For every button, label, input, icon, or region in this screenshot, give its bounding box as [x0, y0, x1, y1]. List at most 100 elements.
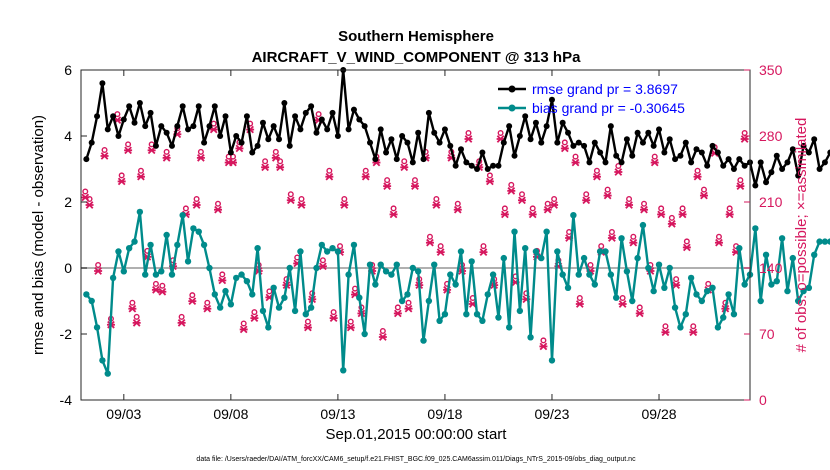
rmse-point — [399, 133, 406, 139]
chart-title: Southern Hemisphere — [338, 28, 494, 45]
rmse-point — [666, 136, 673, 143]
obs-possible-marker — [636, 304, 643, 311]
rmse-point — [468, 162, 475, 169]
obs-assimilated-marker — [725, 210, 734, 219]
bias-point — [431, 261, 438, 268]
obs-possible-marker — [690, 323, 697, 330]
obs-assimilated-marker — [560, 144, 569, 153]
rmse-point — [270, 123, 277, 130]
rmse-point — [586, 159, 593, 166]
rmse-point — [249, 149, 256, 156]
bias-point — [259, 307, 267, 315]
obs-assimilated-marker — [550, 201, 559, 209]
bias-point — [538, 254, 545, 262]
bias-point — [222, 287, 229, 295]
obs-possible-marker — [454, 200, 461, 207]
obs-possible-marker — [705, 280, 712, 287]
rmse-point — [372, 156, 379, 163]
rmse-point — [147, 109, 154, 116]
rmse-point — [565, 129, 572, 136]
obs-assimilated-marker — [250, 314, 259, 322]
obs-assimilated-marker — [297, 201, 306, 209]
rmse-point — [238, 139, 245, 146]
obs-assimilated-marker — [124, 146, 133, 155]
bias-point — [345, 271, 352, 278]
obs-possible-marker — [486, 172, 493, 179]
obs-assimilated-marker — [571, 158, 580, 167]
rmse-point — [597, 149, 604, 156]
bias-point — [682, 311, 689, 318]
obs-possible-marker — [390, 205, 397, 212]
obs-assimilated-marker — [539, 342, 548, 351]
rmse-point — [779, 166, 786, 172]
bias-point — [270, 284, 277, 291]
rmse-point — [324, 126, 331, 133]
obs-possible-marker — [379, 328, 386, 335]
rmse-point — [763, 179, 770, 186]
obs-assimilated-marker — [640, 205, 649, 214]
bias-point — [527, 334, 534, 341]
bias-point — [639, 221, 647, 229]
rmse-point — [431, 129, 438, 136]
rmse-point — [211, 103, 218, 110]
rmse-point — [661, 149, 668, 156]
rmse-point — [575, 139, 582, 146]
rmse-point — [377, 126, 384, 133]
rmse-point — [345, 126, 352, 133]
obs-assimilated-marker — [607, 234, 616, 242]
rmse-point — [457, 146, 464, 153]
bias-point — [163, 231, 170, 239]
obs-assimilated-marker — [543, 205, 552, 214]
bias-point — [736, 245, 743, 252]
obs-possible-marker — [726, 205, 733, 212]
bias-point — [323, 248, 331, 255]
rmse-point — [356, 116, 363, 123]
bias-point — [243, 278, 251, 285]
plot-area — [81, 70, 750, 400]
obs-possible-marker — [540, 337, 547, 344]
obs-assimilated-marker — [192, 201, 201, 209]
bias-point — [340, 367, 347, 374]
obs-assimilated-marker — [162, 154, 171, 162]
bias-point — [297, 248, 304, 255]
obs-assimilated-marker — [479, 248, 488, 256]
bias-point — [313, 264, 320, 272]
rmse-point — [602, 159, 609, 166]
rmse-point — [131, 119, 138, 126]
obs-assimilated-marker — [603, 191, 612, 200]
obs-possible-marker — [426, 233, 433, 240]
rmse-point — [350, 106, 357, 113]
obs-assimilated-marker — [410, 182, 419, 190]
y-right-tick-label: 350 — [759, 62, 783, 78]
obs-assimilated-marker — [177, 319, 186, 327]
bias-point — [190, 225, 197, 232]
bias-point — [575, 271, 582, 278]
rmse-point — [254, 142, 261, 149]
bias-point — [147, 241, 154, 249]
bias-point — [227, 301, 235, 308]
bias-point — [789, 254, 797, 262]
bias-point — [420, 337, 427, 344]
bias-point — [452, 281, 459, 288]
obs-assimilated-marker — [214, 205, 223, 214]
legend-rmse-label: rmse grand pr = 3.8697 — [532, 81, 678, 97]
bias-point — [463, 311, 470, 318]
rmse-point — [388, 136, 395, 143]
bias-point — [671, 304, 679, 311]
rmse-point — [367, 139, 374, 146]
rmse-point — [104, 126, 111, 133]
obs-assimilated-marker — [678, 210, 687, 219]
rmse-point — [88, 139, 95, 146]
obs-possible-marker — [133, 313, 140, 320]
rmse-point — [286, 142, 293, 149]
bias-point — [404, 291, 411, 298]
bias-point — [800, 287, 807, 295]
obs-assimilated-marker — [592, 172, 601, 181]
rmse-point — [688, 159, 695, 166]
y-right-tick-label: 210 — [759, 194, 783, 210]
rmse-point — [484, 166, 491, 172]
bias-point — [522, 245, 529, 252]
x-tick-label: 09/03 — [106, 406, 141, 422]
bias-series — [83, 208, 830, 377]
bias-point — [714, 324, 722, 331]
